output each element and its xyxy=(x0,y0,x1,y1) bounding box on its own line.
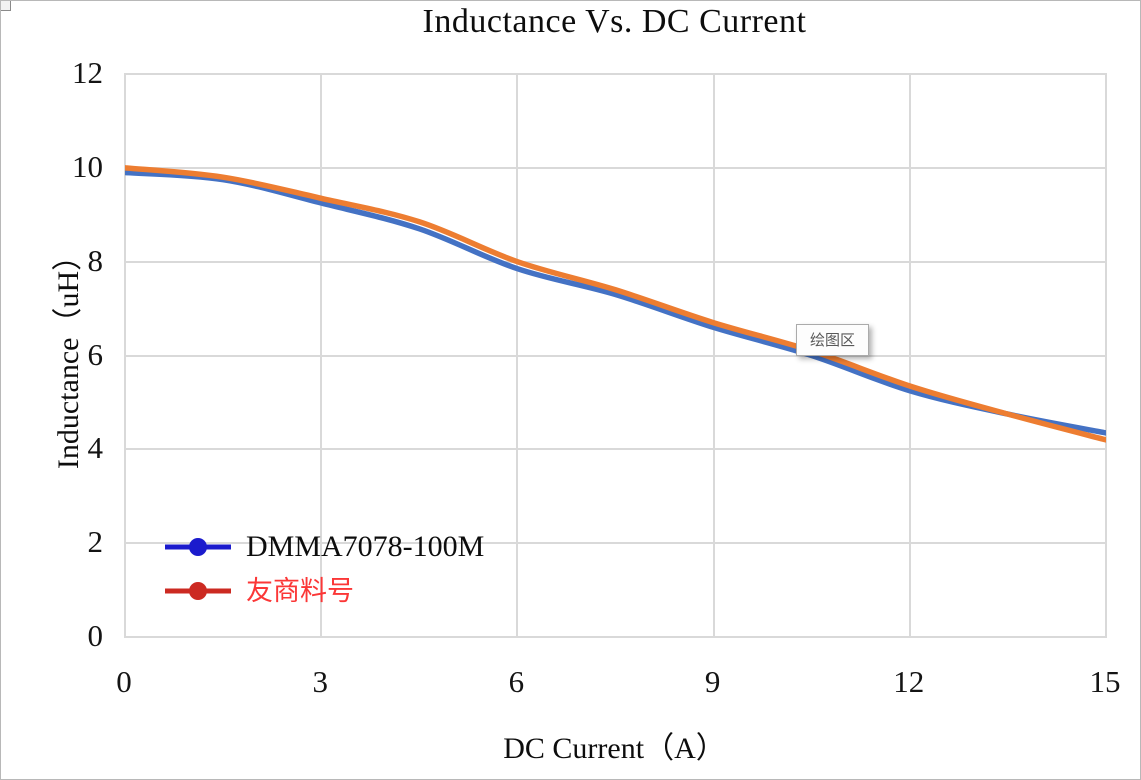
plot-area[interactable] xyxy=(124,73,1107,638)
selection-corner-handle xyxy=(1,1,11,11)
x-axis-title[interactable]: DC Current（A） xyxy=(503,732,726,765)
y-tick-label: 6 xyxy=(87,336,104,372)
series-plot-canvas xyxy=(125,165,1106,443)
legend-item-dmma7078-100m[interactable]: DMMA7078-100M xyxy=(164,531,484,563)
horizontal-gridline xyxy=(125,636,1106,638)
line-with-circle-marker xyxy=(165,582,231,600)
series-line-dmma7078-100m[interactable] xyxy=(125,169,1106,436)
vertical-gridline xyxy=(1105,74,1107,637)
y-tick-label: 0 xyxy=(87,618,104,653)
y-tick-label: 4 xyxy=(87,430,104,466)
series-line-competitor[interactable] xyxy=(125,165,1106,443)
legend-label: 友商料号 xyxy=(246,576,354,606)
plot-area-tooltip: 绘图区 xyxy=(796,324,870,356)
x-tick-label: 15 xyxy=(1089,664,1121,699)
horizontal-gridline xyxy=(125,542,1106,545)
horizontal-gridline xyxy=(125,166,1106,169)
plot-area-tooltip-text: 绘图区 xyxy=(810,332,856,349)
y-tick-label: 8 xyxy=(87,242,104,278)
y-tick-label: 2 xyxy=(87,524,104,560)
chart-title[interactable]: Inductance Vs. DC Current xyxy=(422,3,807,40)
x-tick-label: 9 xyxy=(704,664,721,699)
line-with-circle-marker xyxy=(165,538,231,556)
horizontal-gridline xyxy=(125,73,1106,75)
legend-label: DMMA7078-100M xyxy=(246,530,485,563)
x-tick-label: 12 xyxy=(893,664,925,699)
chart-legend[interactable]: DMMA7078-100M 友商料号 xyxy=(164,531,484,619)
x-tick-label: 3 xyxy=(312,664,328,699)
x-tick-label: 0 xyxy=(116,664,132,699)
horizontal-gridline xyxy=(125,354,1106,357)
x-tick-label: 6 xyxy=(508,664,525,699)
y-tick-label: 10 xyxy=(72,148,103,184)
y-tick-label: 12 xyxy=(72,55,103,90)
horizontal-gridline xyxy=(125,448,1106,451)
horizontal-gridline xyxy=(125,260,1106,263)
legend-item-competitor[interactable]: 友商料号 xyxy=(164,575,484,607)
